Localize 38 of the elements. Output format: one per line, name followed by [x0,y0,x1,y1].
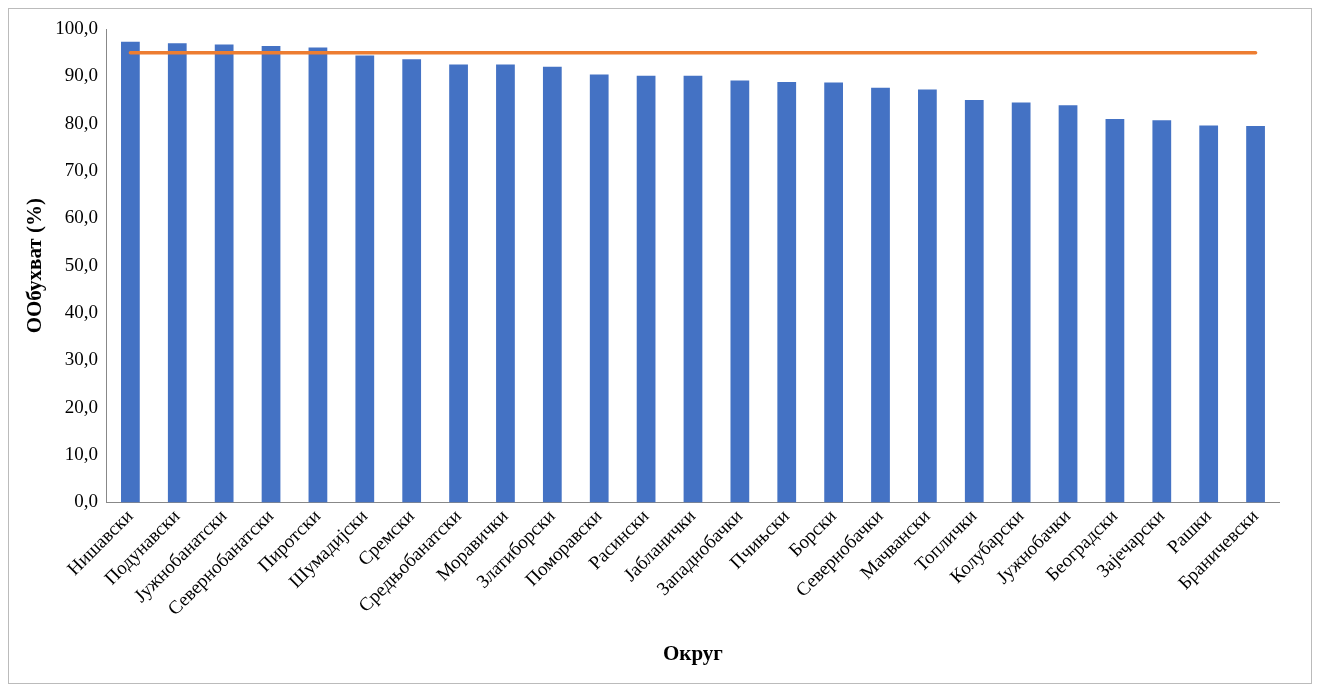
bar [824,82,843,503]
y-tick-label: 80,0 [64,111,98,133]
bar [402,59,422,503]
y-tick-label: 0,0 [74,490,98,512]
bar [1011,102,1031,503]
y-tick-label: 100,0 [55,16,98,38]
bar [449,64,468,503]
bar [121,41,140,503]
bar [261,46,281,503]
bar [1246,126,1265,503]
bar [871,87,890,503]
bar [167,43,187,503]
bar [308,47,328,503]
y-tick-label: 50,0 [64,253,98,275]
bar [777,82,797,503]
bar [542,66,562,503]
y-tick-label: 90,0 [64,64,98,86]
y-tick-label: 10,0 [64,443,98,465]
x-axis-title: Округ [663,640,723,665]
y-tick-label: 60,0 [64,206,98,228]
y-tick-label: 40,0 [64,301,98,323]
bar [589,74,609,503]
bar [730,80,750,503]
y-tick-label: 70,0 [64,159,98,181]
bar [355,55,375,503]
bar [1105,118,1125,503]
bar [496,64,515,503]
bar [1058,105,1078,503]
y-tick-label: 30,0 [64,348,98,370]
bar [683,75,703,503]
bar [636,75,656,503]
bar [1199,125,1219,503]
y-axis-title: ООбухват (%) [22,198,47,334]
bar [964,100,984,503]
bar [214,44,234,503]
bar [918,89,937,503]
bar [1152,120,1172,503]
y-tick-label: 20,0 [64,395,98,417]
